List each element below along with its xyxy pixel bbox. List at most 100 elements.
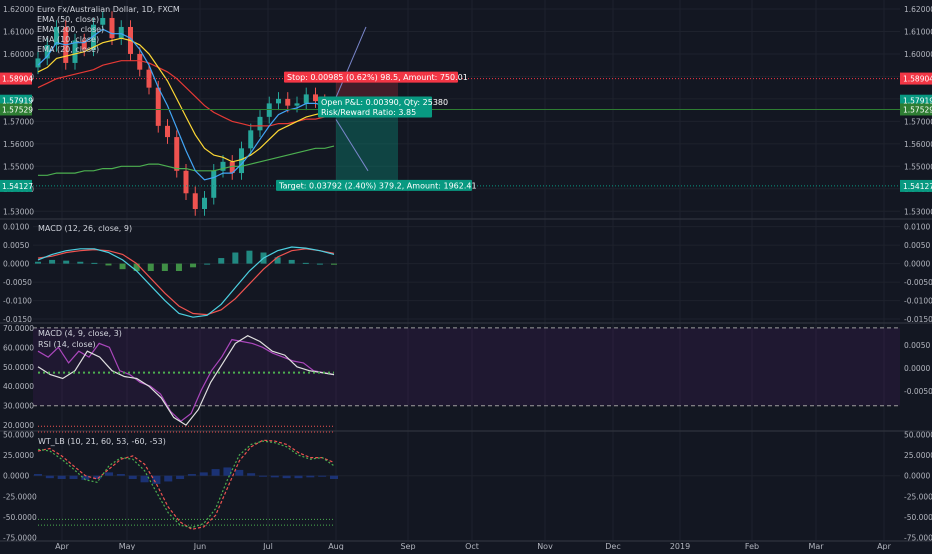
candle-body	[109, 17, 115, 39]
legend-ema-50[interactable]: EMA (50, close)	[37, 15, 100, 24]
candle-body	[211, 170, 217, 198]
macd-histogram-bar	[190, 263, 197, 268]
arrow-up-projection	[335, 26, 367, 98]
macd-histogram-bar	[232, 252, 239, 264]
macd-histogram-bar	[218, 258, 225, 264]
wt-diff-bar	[187, 474, 196, 476]
macd-pane-title[interactable]: MACD (12, 26, close, 9)	[38, 224, 133, 233]
left-price-tag-label: 1.57529	[2, 105, 33, 114]
wt-tick-left: -75.0000	[3, 534, 37, 543]
ema-50-line	[37, 60, 334, 127]
wt-tick-left: 25.0000	[3, 451, 34, 460]
macd-histogram-bar	[288, 259, 295, 264]
legend-ema-10[interactable]: EMA (10, close)	[37, 35, 100, 44]
rsi-tick-left: 50.0000	[3, 363, 34, 372]
rsi-tick-right: -0.0050	[904, 387, 932, 396]
macd-tick-right: -0.0150	[904, 315, 932, 324]
wt-diff-bar	[128, 475, 137, 479]
candle-body	[81, 40, 87, 50]
wt-diff-bar	[330, 475, 338, 479]
rsi-tick-left: 70.0000	[3, 324, 34, 333]
y-tick-label-left: 1.60000	[3, 50, 34, 59]
macd-histogram-bar	[204, 263, 211, 265]
wt-pane-title[interactable]: WT_LB (10, 21, 60, 53, -60, -53)	[38, 437, 166, 446]
macd-tick-left: 0.0050	[3, 241, 29, 250]
macd-tick-right: -0.0050	[904, 278, 932, 287]
wt-diff-bar	[235, 469, 244, 476]
symbol-title[interactable]: Euro Fx/Australian Dollar, 1D, FXCM	[37, 5, 180, 14]
wt-diff-bar	[199, 472, 208, 476]
wt-diff-bar	[176, 475, 185, 479]
y-tick-label-right: 1.57000	[904, 117, 932, 126]
candle-body	[118, 26, 124, 39]
macd-tick-left: -0.0100	[3, 297, 32, 306]
candle-body	[91, 24, 96, 50]
x-tick-label: Apr	[877, 542, 892, 550]
x-tick-label: Aug	[328, 542, 344, 550]
left-price-tag	[0, 72, 32, 85]
right-price-tag-label: 1.54127	[903, 182, 932, 191]
rsi-tick-left: 30.0000	[3, 402, 34, 411]
macd-tick-left: -0.0150	[3, 315, 32, 324]
left-price-tag	[0, 103, 32, 116]
macd-histogram-bar	[63, 260, 70, 264]
macd-tick-left: -0.0050	[3, 278, 32, 287]
wt-diff-bar	[164, 475, 173, 482]
right-price-tag-label: 1.57529	[903, 105, 932, 114]
wt-diff-bar	[69, 475, 78, 479]
legend-ema-20[interactable]: EMA (20, close)	[37, 45, 100, 54]
rsi-tick-left: 60.0000	[3, 343, 34, 352]
candle-body	[137, 53, 143, 70]
macd-fast-pane-title[interactable]: MACD (4, 9, close, 3)	[38, 329, 122, 338]
ema-10-line	[37, 28, 334, 181]
wt-diff-bar	[223, 467, 232, 476]
wt-tick-left: 50.0000	[3, 430, 34, 439]
chart-legend: Euro Fx/Australian Dollar, 1D, FXCM EMA …	[37, 5, 180, 55]
macd-tick-right: 0.0100	[904, 223, 930, 232]
candle-body	[35, 58, 41, 68]
y-tick-label-right: 1.55000	[904, 162, 932, 171]
wt-diff-bar	[34, 474, 42, 476]
macd-histogram-bar	[147, 263, 154, 271]
macd-tick-right: 0.0050	[904, 241, 930, 250]
wt-diff-bar	[81, 475, 90, 480]
y-tick-label-right: 1.60000	[904, 50, 932, 59]
legend-ema-200[interactable]: EMA (200, close)	[37, 25, 105, 34]
macd-histogram-bar	[331, 263, 337, 265]
candle-body	[229, 161, 235, 174]
candle-body	[202, 197, 207, 210]
rsi-pane-title[interactable]: RSI (14, close)	[38, 340, 96, 349]
macd-histogram-bar	[175, 263, 182, 271]
wt-diff-bar	[140, 475, 149, 483]
candle-body	[146, 69, 152, 88]
right-price-tag	[900, 103, 932, 116]
macd-histogram-bar	[77, 261, 84, 264]
wt-diff-bar	[211, 469, 220, 476]
x-tick-label: Mar	[808, 542, 824, 550]
x-tick-label: 2019	[670, 542, 690, 550]
candle-body	[220, 161, 226, 171]
wt-diff-bar	[116, 474, 125, 476]
wt-tick-right: 50.0000	[904, 430, 932, 439]
x-tick-label: Jul	[262, 542, 273, 550]
rsi-tick-right: 0.0050	[904, 341, 930, 350]
right-price-tag	[900, 179, 932, 192]
wt-tick-right: 25.0000	[904, 451, 932, 460]
wt-diff-bar	[152, 475, 161, 484]
rr-label-bg	[318, 106, 432, 118]
right-price-tag-label: 1.58904	[903, 75, 932, 84]
macd-tick-right: 0.0000	[904, 260, 930, 269]
y-tick-label-right: 1.62000	[904, 5, 932, 14]
candle-body	[248, 130, 254, 149]
candle-body	[239, 148, 244, 174]
rsi-tick-left: 20.0000	[3, 421, 34, 430]
candle-body	[257, 116, 263, 131]
target-label-bg	[276, 179, 472, 191]
x-tick-label: Sep	[400, 542, 415, 550]
target-label: Target: 0.03792 (2.40%) 379.2, Amount: 1…	[278, 181, 477, 190]
wt-diff-bar	[306, 475, 315, 478]
x-tick-label: May	[119, 542, 136, 550]
